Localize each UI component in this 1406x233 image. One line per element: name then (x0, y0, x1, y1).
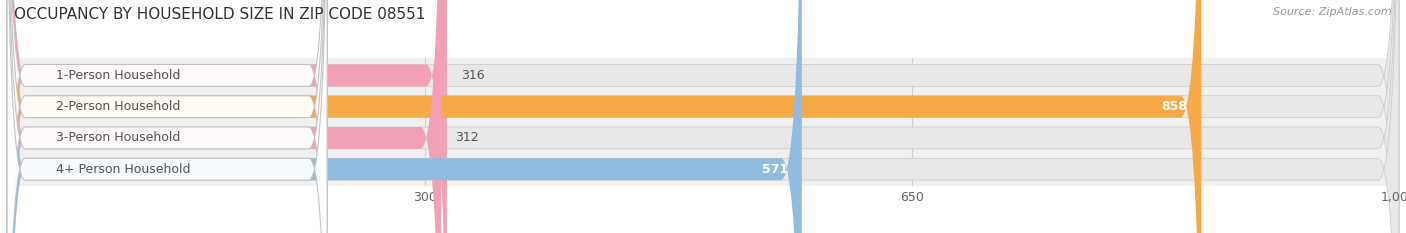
Text: 312: 312 (456, 131, 479, 144)
FancyBboxPatch shape (7, 0, 328, 233)
Text: 858: 858 (1161, 100, 1188, 113)
Text: 4+ Person Household: 4+ Person Household (56, 163, 190, 176)
Text: 1-Person Household: 1-Person Household (56, 69, 180, 82)
FancyBboxPatch shape (7, 0, 1399, 233)
FancyBboxPatch shape (7, 0, 1399, 233)
Text: 2-Person Household: 2-Person Household (56, 100, 180, 113)
FancyBboxPatch shape (7, 0, 1201, 233)
Text: OCCUPANCY BY HOUSEHOLD SIZE IN ZIP CODE 08551: OCCUPANCY BY HOUSEHOLD SIZE IN ZIP CODE … (14, 7, 426, 22)
FancyBboxPatch shape (7, 0, 1399, 233)
Text: 3-Person Household: 3-Person Household (56, 131, 180, 144)
FancyBboxPatch shape (7, 0, 801, 233)
FancyBboxPatch shape (7, 0, 328, 233)
FancyBboxPatch shape (7, 0, 328, 233)
FancyBboxPatch shape (7, 0, 1399, 233)
Text: 316: 316 (461, 69, 485, 82)
Text: 571: 571 (762, 163, 787, 176)
Text: Source: ZipAtlas.com: Source: ZipAtlas.com (1274, 7, 1392, 17)
FancyBboxPatch shape (7, 0, 441, 233)
FancyBboxPatch shape (7, 0, 447, 233)
FancyBboxPatch shape (7, 0, 328, 233)
